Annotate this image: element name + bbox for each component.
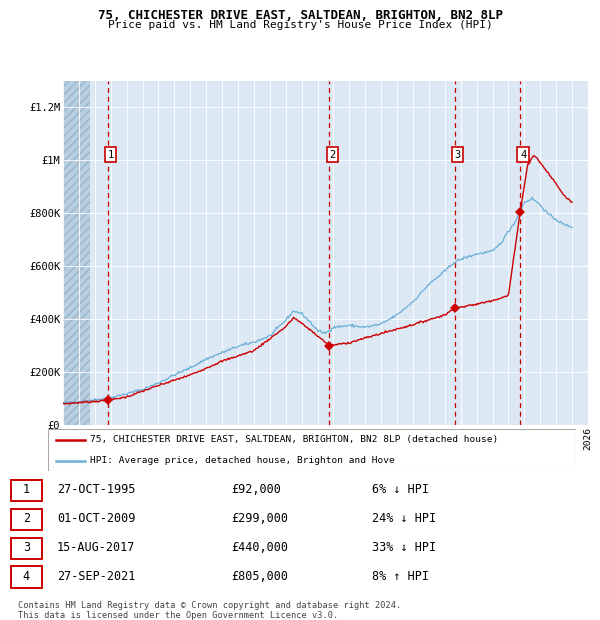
Text: 6% ↓ HPI: 6% ↓ HPI	[372, 484, 429, 497]
Text: HPI: Average price, detached house, Brighton and Hove: HPI: Average price, detached house, Brig…	[90, 456, 395, 465]
Text: 24% ↓ HPI: 24% ↓ HPI	[372, 512, 436, 525]
Bar	[63, 81, 90, 425]
Text: 27-SEP-2021: 27-SEP-2021	[57, 570, 136, 583]
Text: 2: 2	[329, 149, 335, 160]
Text: 33% ↓ HPI: 33% ↓ HPI	[372, 541, 436, 554]
Text: 27-OCT-1995: 27-OCT-1995	[57, 484, 136, 497]
Text: 1: 1	[23, 484, 30, 497]
Text: 3: 3	[454, 149, 461, 160]
Text: This data is licensed under the Open Government Licence v3.0.: This data is licensed under the Open Gov…	[18, 611, 338, 620]
Text: 01-OCT-2009: 01-OCT-2009	[57, 512, 136, 525]
Text: £299,000: £299,000	[231, 512, 288, 525]
FancyBboxPatch shape	[11, 509, 42, 530]
Text: 75, CHICHESTER DRIVE EAST, SALTDEAN, BRIGHTON, BN2 8LP (detached house): 75, CHICHESTER DRIVE EAST, SALTDEAN, BRI…	[90, 435, 499, 444]
Text: Price paid vs. HM Land Registry's House Price Index (HPI): Price paid vs. HM Land Registry's House …	[107, 20, 493, 30]
Text: £805,000: £805,000	[231, 570, 288, 583]
Text: 4: 4	[520, 149, 526, 160]
FancyBboxPatch shape	[11, 567, 42, 588]
Text: £92,000: £92,000	[231, 484, 281, 497]
Text: 2: 2	[23, 512, 30, 525]
Text: 4: 4	[23, 570, 30, 583]
Text: 8% ↑ HPI: 8% ↑ HPI	[372, 570, 429, 583]
FancyBboxPatch shape	[11, 480, 42, 502]
FancyBboxPatch shape	[11, 538, 42, 559]
Text: 75, CHICHESTER DRIVE EAST, SALTDEAN, BRIGHTON, BN2 8LP: 75, CHICHESTER DRIVE EAST, SALTDEAN, BRI…	[97, 9, 503, 22]
Text: Contains HM Land Registry data © Crown copyright and database right 2024.: Contains HM Land Registry data © Crown c…	[18, 601, 401, 611]
Text: 3: 3	[23, 541, 30, 554]
Text: 15-AUG-2017: 15-AUG-2017	[57, 541, 136, 554]
Text: 1: 1	[107, 149, 114, 160]
Text: £440,000: £440,000	[231, 541, 288, 554]
FancyBboxPatch shape	[48, 429, 576, 471]
